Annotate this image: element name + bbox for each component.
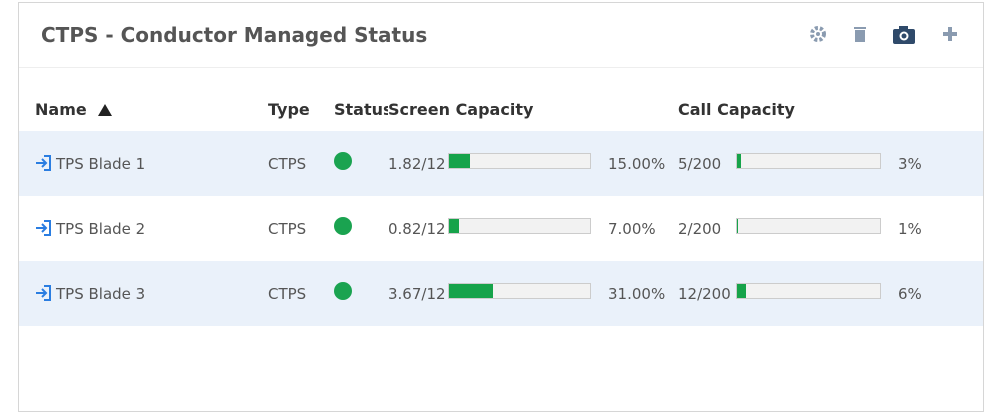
- status-indicator: [334, 282, 352, 300]
- call-capacity-percent: 6%: [898, 285, 922, 303]
- screen-capacity-bar: [449, 154, 471, 168]
- column-header[interactable]: Name: [35, 100, 87, 119]
- screen-capacity-bar-track: [448, 283, 591, 299]
- device-type: CTPS: [268, 155, 307, 173]
- sort-ascending-icon: [98, 104, 112, 116]
- call-capacity-percent: 3%: [898, 155, 922, 173]
- device-name[interactable]: TPS Blade 2: [56, 220, 146, 238]
- call-capacity-bar: [737, 154, 742, 168]
- screen-capacity-bar-track: [448, 218, 591, 234]
- device-name[interactable]: TPS Blade 1: [56, 155, 146, 173]
- login-icon[interactable]: [35, 154, 53, 172]
- delete-icon[interactable]: [852, 25, 868, 43]
- screen-capacity-bar: [449, 284, 493, 298]
- login-icon[interactable]: [35, 284, 53, 302]
- status-indicator: [334, 152, 352, 170]
- screen-capacity-bar-track: [448, 153, 591, 169]
- call-capacity-bar-track: [736, 218, 881, 234]
- table-row: TPS Blade 1 CTPS 1.82/12 15.00% 5/200 3%: [19, 131, 983, 196]
- status-indicator: [334, 217, 352, 235]
- column-header[interactable]: Call Capacity: [678, 100, 795, 119]
- device-name[interactable]: TPS Blade 3: [56, 285, 146, 303]
- call-capacity-percent: 1%: [898, 220, 922, 238]
- screen-capacity-bar: [449, 219, 459, 233]
- device-type: CTPS: [268, 285, 307, 303]
- login-icon[interactable]: [35, 219, 53, 237]
- screen-capacity: 0.82/12: [388, 220, 446, 238]
- divider: [19, 67, 983, 68]
- widget-title: CTPS - Conductor Managed Status: [41, 23, 428, 47]
- add-icon[interactable]: [941, 25, 959, 43]
- column-header[interactable]: Screen Capacity: [388, 100, 534, 119]
- column-header[interactable]: Type: [268, 100, 310, 119]
- settings-icon[interactable]: [809, 25, 827, 43]
- table-row: TPS Blade 2 CTPS 0.82/12 7.00% 2/200 1%: [19, 196, 983, 261]
- screen-capacity-percent: 15.00%: [608, 155, 666, 173]
- widget-panel: CTPS - Conductor Managed Status Name Typ…: [18, 2, 984, 412]
- screen-capacity-percent: 31.00%: [608, 285, 666, 303]
- screen-capacity-percent: 7.00%: [608, 220, 656, 238]
- column-header[interactable]: Status: [334, 100, 388, 119]
- call-capacity: 5/200: [678, 155, 722, 173]
- table-row: TPS Blade 3 CTPS 3.67/12 31.00% 12/200 6%: [19, 261, 983, 326]
- call-capacity-bar-track: [736, 283, 881, 299]
- device-type: CTPS: [268, 220, 307, 238]
- call-capacity: 12/200: [678, 285, 731, 303]
- call-capacity-bar: [737, 284, 746, 298]
- call-capacity: 2/200: [678, 220, 722, 238]
- call-capacity-bar-track: [736, 153, 881, 169]
- screen-capacity: 1.82/12: [388, 155, 446, 173]
- snapshot-icon[interactable]: [892, 25, 916, 45]
- call-capacity-bar: [737, 219, 739, 233]
- screen-capacity: 3.67/12: [388, 285, 446, 303]
